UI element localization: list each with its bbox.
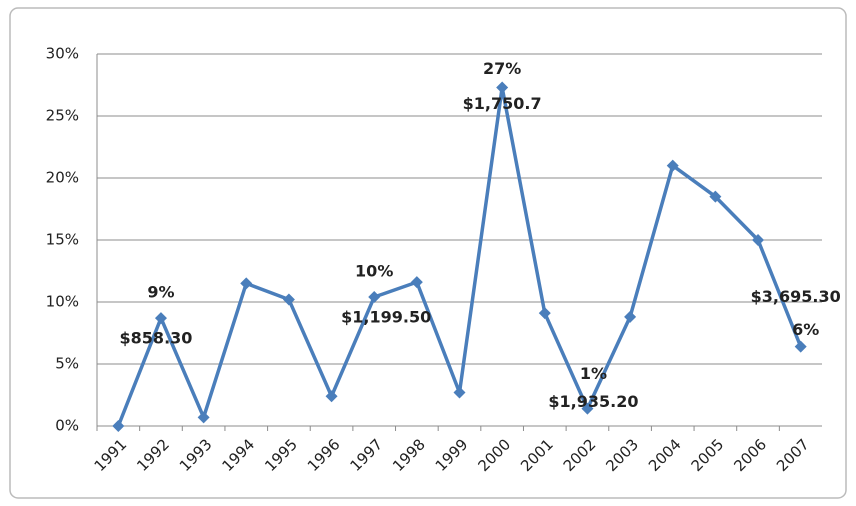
data-label: 1%	[580, 364, 607, 383]
annotation: $858.30	[120, 329, 193, 348]
marker	[794, 340, 807, 353]
data-label: 6%	[792, 320, 819, 339]
marker	[154, 312, 167, 325]
marker	[240, 277, 253, 290]
annotation: $1,750.7	[463, 94, 542, 113]
data-label: 10%	[355, 262, 393, 281]
chart-border	[9, 7, 847, 499]
y-tick-label: 15%	[46, 231, 79, 249]
marker	[581, 402, 594, 415]
annotation: $1,199.50	[341, 308, 431, 327]
marker	[197, 411, 210, 424]
marker	[410, 276, 423, 289]
marker	[709, 190, 722, 203]
marker	[496, 81, 509, 94]
y-tick-label: 5%	[55, 355, 79, 373]
y-tick-label: 25%	[46, 107, 79, 125]
annotation: $1,935.20	[548, 392, 638, 411]
marker	[538, 307, 551, 320]
annotation: $3,695.30	[751, 287, 841, 306]
marker	[666, 159, 679, 172]
marker	[368, 291, 381, 304]
marker	[325, 390, 338, 403]
marker	[282, 293, 295, 306]
marker	[752, 234, 765, 246]
y-tick-label: 30%	[46, 45, 79, 63]
data-label: 9%	[147, 283, 174, 302]
marker	[624, 310, 637, 323]
y-tick-label: 0%	[55, 417, 79, 435]
data-label: 27%	[483, 59, 521, 78]
y-tick-label: 20%	[46, 169, 79, 187]
y-tick-label: 10%	[46, 293, 79, 311]
marker	[453, 386, 466, 399]
marker	[112, 420, 125, 432]
